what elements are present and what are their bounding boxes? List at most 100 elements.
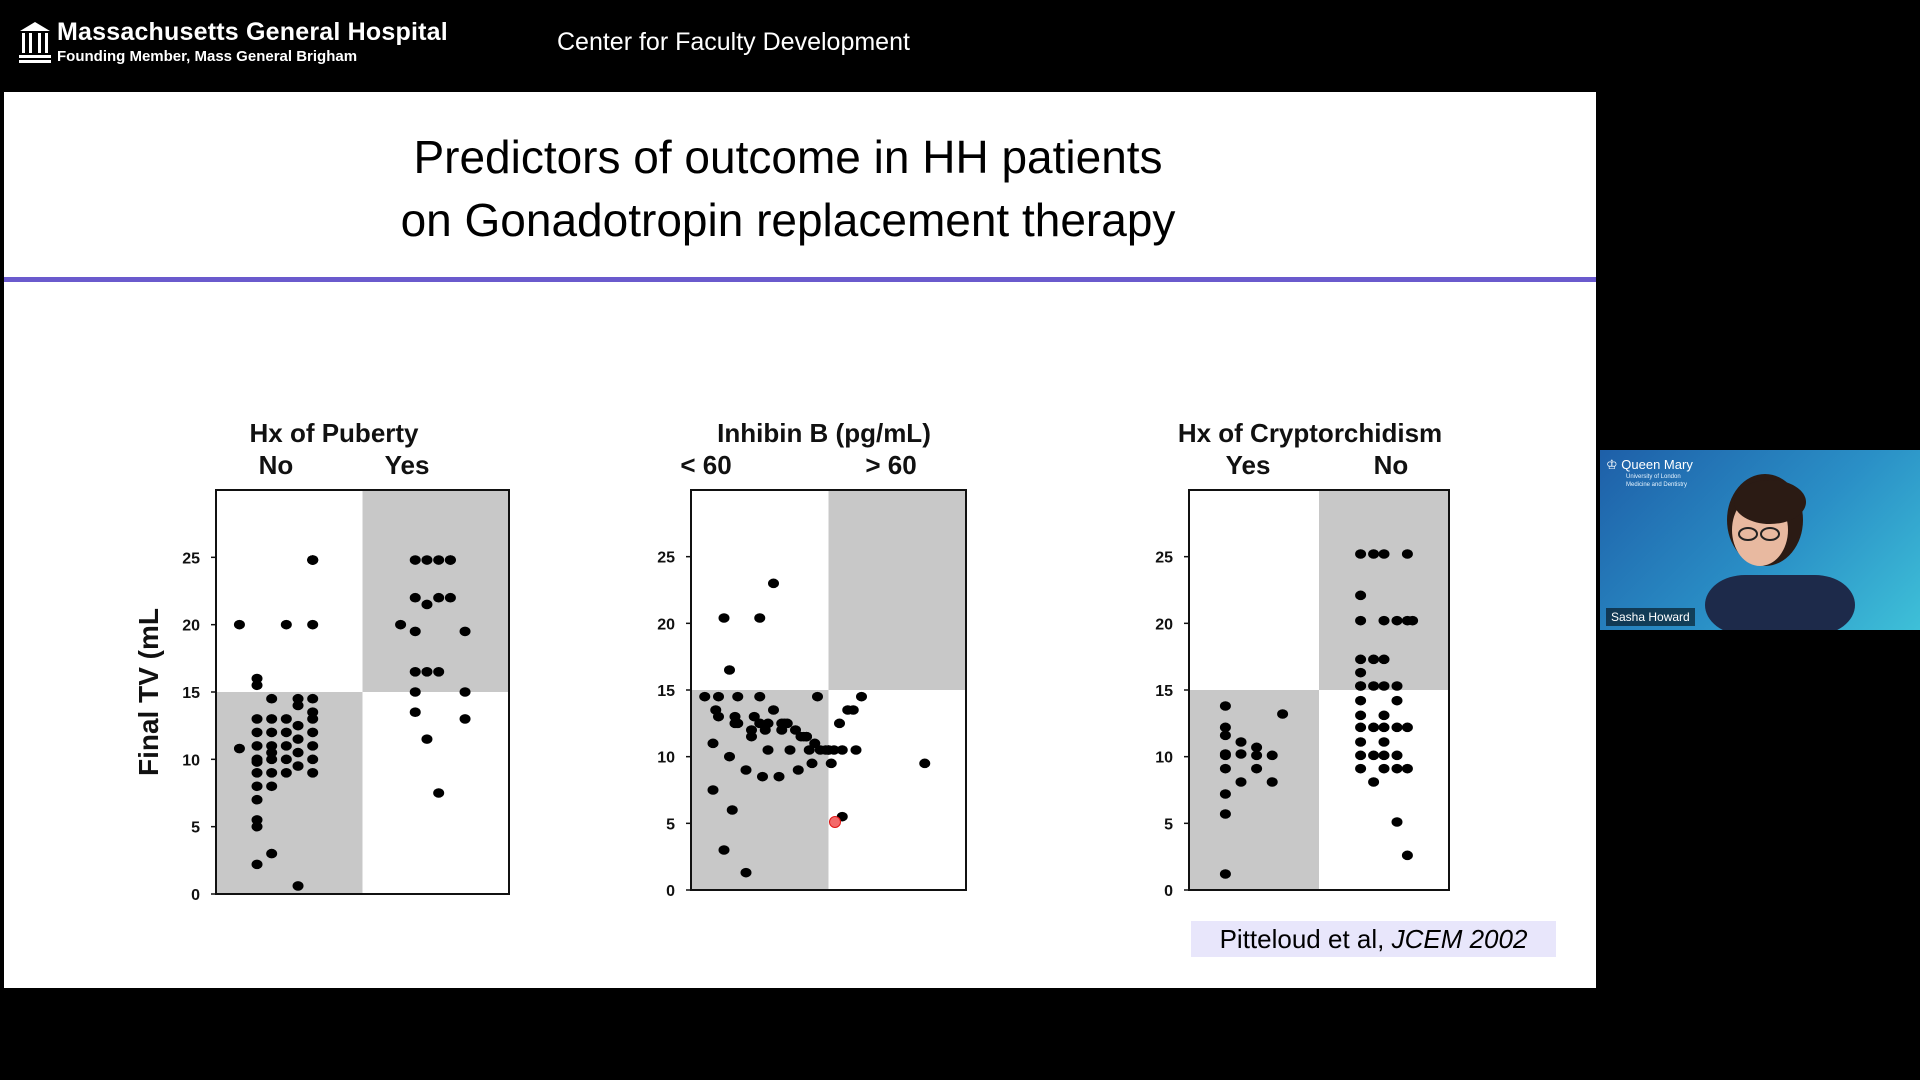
data-point xyxy=(1355,763,1367,774)
institution-logo: ♔ Queen Mary xyxy=(1606,457,1693,473)
data-point xyxy=(266,848,278,859)
data-point xyxy=(251,794,263,805)
data-point xyxy=(292,720,304,731)
data-point xyxy=(251,714,263,724)
data-point xyxy=(307,555,319,565)
category-label: No xyxy=(259,450,294,480)
data-point xyxy=(251,680,263,691)
data-point xyxy=(307,754,319,765)
data-point xyxy=(1219,789,1231,799)
data-point xyxy=(812,691,823,702)
y-tick-label: 25 xyxy=(1155,550,1173,567)
y-tick-label: 5 xyxy=(666,816,675,833)
laser-pointer xyxy=(829,816,841,828)
data-point xyxy=(292,693,304,704)
data-point xyxy=(784,745,796,755)
data-point xyxy=(1355,695,1367,706)
data-point xyxy=(718,613,730,623)
data-point xyxy=(776,718,788,729)
data-point xyxy=(1391,750,1403,761)
chart-inhibin-b: Inhibin B (pg/mL)< 60 > 60 0 5 10 15 20 25 xyxy=(657,418,967,900)
category-label: > 60 xyxy=(865,450,916,480)
data-point xyxy=(1401,763,1413,774)
data-point xyxy=(850,745,862,755)
data-point xyxy=(307,693,319,704)
data-point xyxy=(707,785,719,795)
y-tick-label: 15 xyxy=(657,683,675,700)
title-divider xyxy=(4,277,1596,282)
y-tick-label: 25 xyxy=(657,550,675,567)
data-point xyxy=(707,738,719,749)
data-point xyxy=(1378,549,1390,559)
data-point xyxy=(754,691,766,702)
data-point xyxy=(266,741,278,751)
institution-sub1: University of London xyxy=(1626,474,1681,480)
data-point xyxy=(1235,777,1247,787)
institution-sub2: Medicine and Dentistry xyxy=(1626,482,1688,488)
data-point xyxy=(421,667,433,677)
data-point xyxy=(1401,549,1413,559)
data-point xyxy=(1368,681,1380,691)
data-point xyxy=(280,754,292,765)
data-point xyxy=(1378,615,1390,626)
data-point xyxy=(292,734,304,744)
y-tick-label: 20 xyxy=(1155,616,1173,633)
data-point xyxy=(433,555,445,565)
data-point xyxy=(409,687,421,697)
y-tick-label: 10 xyxy=(182,752,200,769)
data-point xyxy=(1219,701,1231,711)
data-point xyxy=(740,867,752,878)
data-point xyxy=(409,555,421,565)
data-point xyxy=(1219,809,1231,819)
y-tick-label: 15 xyxy=(1155,683,1173,700)
data-point xyxy=(790,725,801,735)
y-tick-label: 10 xyxy=(1155,750,1173,767)
data-point xyxy=(792,765,804,775)
category-label: Yes xyxy=(1226,450,1271,480)
data-point xyxy=(433,788,445,798)
data-point xyxy=(718,845,730,855)
data-point xyxy=(292,700,304,711)
data-point xyxy=(1355,710,1367,721)
data-point xyxy=(251,757,263,767)
data-point xyxy=(266,781,278,792)
data-point xyxy=(809,738,821,749)
data-point xyxy=(1219,750,1231,761)
y-tick-label: 20 xyxy=(182,618,200,635)
data-point xyxy=(292,747,304,758)
y-tick-label: 5 xyxy=(191,820,200,837)
slide-canvas: Predictors of outcome in HH patients on … xyxy=(4,92,1596,988)
data-point xyxy=(847,705,859,715)
data-point xyxy=(1378,710,1390,721)
data-point xyxy=(421,734,433,744)
data-point xyxy=(307,768,319,778)
data-point xyxy=(768,578,779,589)
data-point xyxy=(836,745,848,755)
data-point xyxy=(1391,695,1403,706)
data-point xyxy=(421,555,433,565)
speaker-video-tile[interactable]: ♔ Queen Mary University of London Medici… xyxy=(1600,450,1920,630)
data-point xyxy=(409,667,421,677)
data-point xyxy=(1355,549,1367,559)
data-point xyxy=(251,859,263,870)
data-point xyxy=(1355,737,1367,747)
speaker-video-feed xyxy=(1705,474,1855,630)
data-point xyxy=(823,745,834,755)
data-point xyxy=(433,667,445,677)
data-point xyxy=(724,665,735,675)
data-point xyxy=(307,727,319,738)
data-point xyxy=(280,727,292,738)
data-point xyxy=(444,555,456,565)
data-point xyxy=(266,727,278,738)
category-label: < 60 xyxy=(680,450,731,480)
data-point xyxy=(233,743,245,754)
shaded-quadrant-lower-left xyxy=(1189,690,1319,890)
data-point xyxy=(409,592,421,603)
data-point xyxy=(1368,722,1380,733)
data-point xyxy=(1251,763,1263,774)
data-point xyxy=(1355,667,1367,678)
org-name: Massachusetts General Hospital xyxy=(57,18,448,46)
data-point xyxy=(1378,654,1390,665)
citation-authors: Pitteloud et al, xyxy=(1219,924,1392,954)
